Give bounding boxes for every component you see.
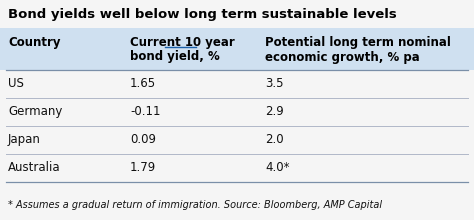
Text: 2.9: 2.9 [265,105,284,118]
Text: Country: Country [8,36,61,49]
Text: Germany: Germany [8,105,63,118]
Text: 1.65: 1.65 [130,77,156,90]
Text: Potential long term nominal
economic growth, % pa: Potential long term nominal economic gro… [265,36,451,64]
Text: Japan: Japan [8,133,41,146]
Text: 3.5: 3.5 [265,77,283,90]
Text: 2.0: 2.0 [265,133,283,146]
Text: Australia: Australia [8,161,61,174]
Text: 1.79: 1.79 [130,161,156,174]
Text: US: US [8,77,24,90]
Text: 0.09: 0.09 [130,133,156,146]
Text: bond yield, %: bond yield, % [130,50,220,63]
Text: * Assumes a gradual return of immigration. Source: Bloomberg, AMP Capital: * Assumes a gradual return of immigratio… [8,200,382,210]
Text: 4.0*: 4.0* [265,161,290,174]
Text: Bond yields well below long term sustainable levels: Bond yields well below long term sustain… [8,8,397,21]
Bar [0,28,474,70]
Text: Current 10 year: Current 10 year [130,36,235,49]
Text: -0.11: -0.11 [130,105,161,118]
